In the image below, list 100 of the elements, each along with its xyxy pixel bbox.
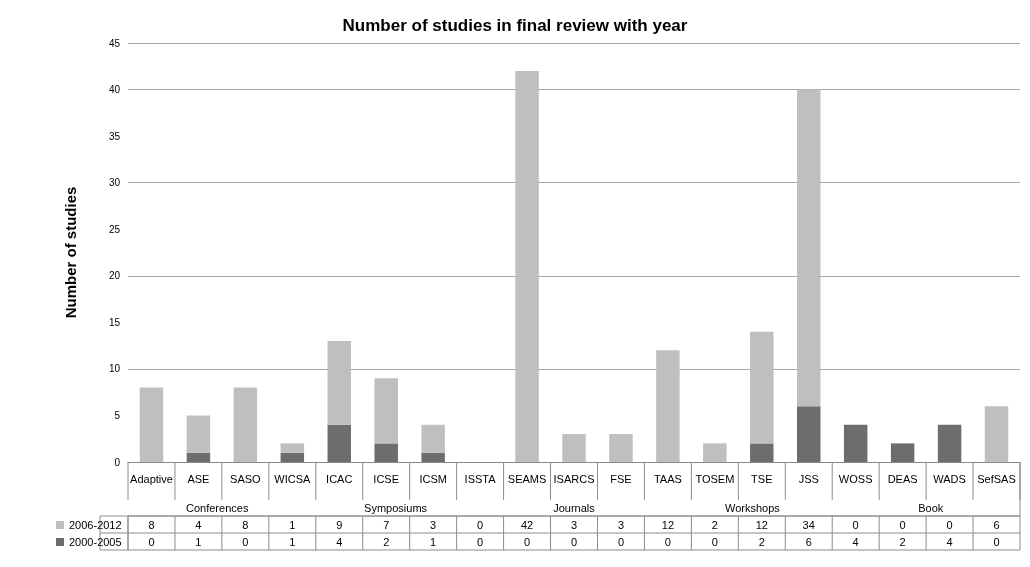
data-label: 0: [993, 535, 1000, 548]
bar: [515, 70, 539, 462]
data-label: 42: [520, 518, 534, 531]
bar: [233, 387, 258, 462]
legend-label: 2006-2012: [69, 519, 122, 531]
bar: [421, 424, 445, 453]
x-tick-label: TSE: [751, 473, 773, 485]
data-label: 0: [852, 518, 859, 531]
text: Symposiums: [364, 502, 428, 514]
data-label: 12: [661, 518, 675, 531]
data-label: 9: [336, 518, 343, 531]
bar: [280, 452, 305, 462]
x-tick-label: SefSAS: [977, 473, 1016, 485]
data-label: 0: [148, 535, 155, 548]
data-label: 1: [289, 535, 296, 548]
bar: [984, 406, 1009, 462]
data-label: 1: [195, 535, 202, 548]
data-label: 1: [430, 535, 437, 548]
bar: [186, 415, 211, 453]
legend-label: 2000-2005: [69, 536, 122, 548]
bar: [703, 443, 727, 462]
y-tick-label: 15: [108, 316, 121, 328]
data-label: 0: [711, 535, 718, 548]
y-tick-label: 10: [108, 363, 121, 375]
data-label: 0: [477, 535, 484, 548]
bar: [421, 452, 445, 462]
x-tick-label: DEAS: [887, 473, 918, 485]
data-label: 8: [242, 518, 249, 531]
data-label: 2: [383, 535, 390, 548]
bar: [374, 378, 398, 444]
x-tick-label: TAAS: [653, 473, 682, 485]
data-label: 2: [758, 535, 765, 548]
text: Journals: [553, 502, 596, 514]
bar: [890, 443, 915, 462]
bar: [750, 331, 774, 444]
x-tick-label: JSS: [798, 473, 819, 485]
data-label: 4: [195, 518, 202, 531]
data-label: 0: [664, 535, 671, 548]
data-label: 3: [570, 518, 578, 531]
data-label: 2: [899, 535, 906, 548]
data-label: 0: [523, 535, 531, 548]
x-tick-label: FSE: [610, 473, 632, 485]
data-label: 34: [802, 518, 815, 531]
data-label: 4: [336, 535, 343, 548]
bar: [797, 406, 821, 462]
data-label: 0: [242, 535, 249, 548]
x-tick-label: Adaptive: [130, 473, 173, 485]
x-tick-label: WOSS: [838, 473, 873, 485]
y-axis-title: Number of studies: [62, 186, 79, 319]
chart-title: Number of studies in final review with year: [342, 16, 688, 35]
y-tick-label: 40: [108, 84, 121, 96]
x-tick-label: ICSE: [373, 473, 400, 485]
x-tick-label: ISARCS: [553, 473, 595, 485]
data-label: 3: [617, 518, 625, 531]
x-tick-label: ISSTA: [464, 473, 497, 485]
data-label: 4: [852, 535, 859, 548]
bar: [750, 443, 774, 462]
bar: [327, 340, 351, 425]
text: Conferences: [186, 502, 249, 514]
data-label: 7: [383, 518, 390, 531]
bar: [656, 350, 680, 462]
text: Book: [918, 502, 944, 514]
y-tick-label: 30: [108, 177, 121, 189]
data-label: 6: [805, 535, 812, 548]
data-label: 0: [899, 518, 906, 531]
data-label: 0: [946, 518, 953, 531]
bar: [327, 424, 351, 462]
bar: [139, 387, 164, 462]
y-tick-label: 25: [108, 223, 121, 235]
text: Workshops: [724, 502, 781, 514]
x-tick-label: TOSEM: [695, 473, 735, 485]
data-label: 0: [570, 535, 578, 548]
y-tick-label: 5: [114, 409, 121, 421]
data-label: 0: [617, 535, 625, 548]
bar: [843, 424, 868, 462]
data-label: 8: [148, 518, 155, 531]
y-tick-label: 35: [108, 130, 121, 142]
y-tick-label: 20: [108, 270, 121, 282]
y-tick-label: 0: [114, 456, 121, 468]
x-tick-label: WICSA: [274, 473, 311, 485]
x-tick-label: WADS: [933, 473, 966, 485]
x-tick-label: ICAC: [326, 473, 353, 485]
data-label: 3: [430, 518, 437, 531]
bar: [797, 89, 821, 407]
data-label: 4: [946, 535, 953, 548]
y-tick-label: 45: [108, 37, 121, 49]
bar: [186, 452, 211, 462]
x-tick-label: ICSM: [419, 473, 447, 485]
bar: [280, 443, 305, 453]
bar: [609, 434, 633, 462]
data-label: 2: [711, 518, 718, 531]
data-label: 0: [477, 518, 484, 531]
data-label: 12: [755, 518, 768, 531]
x-tick-label: ASE: [187, 473, 210, 485]
bar: [374, 443, 398, 462]
bar: [937, 424, 962, 462]
bar: [562, 434, 586, 462]
x-tick-label: SEAMS: [507, 473, 547, 485]
data-label: 1: [289, 518, 296, 531]
data-label: 6: [993, 518, 1000, 531]
